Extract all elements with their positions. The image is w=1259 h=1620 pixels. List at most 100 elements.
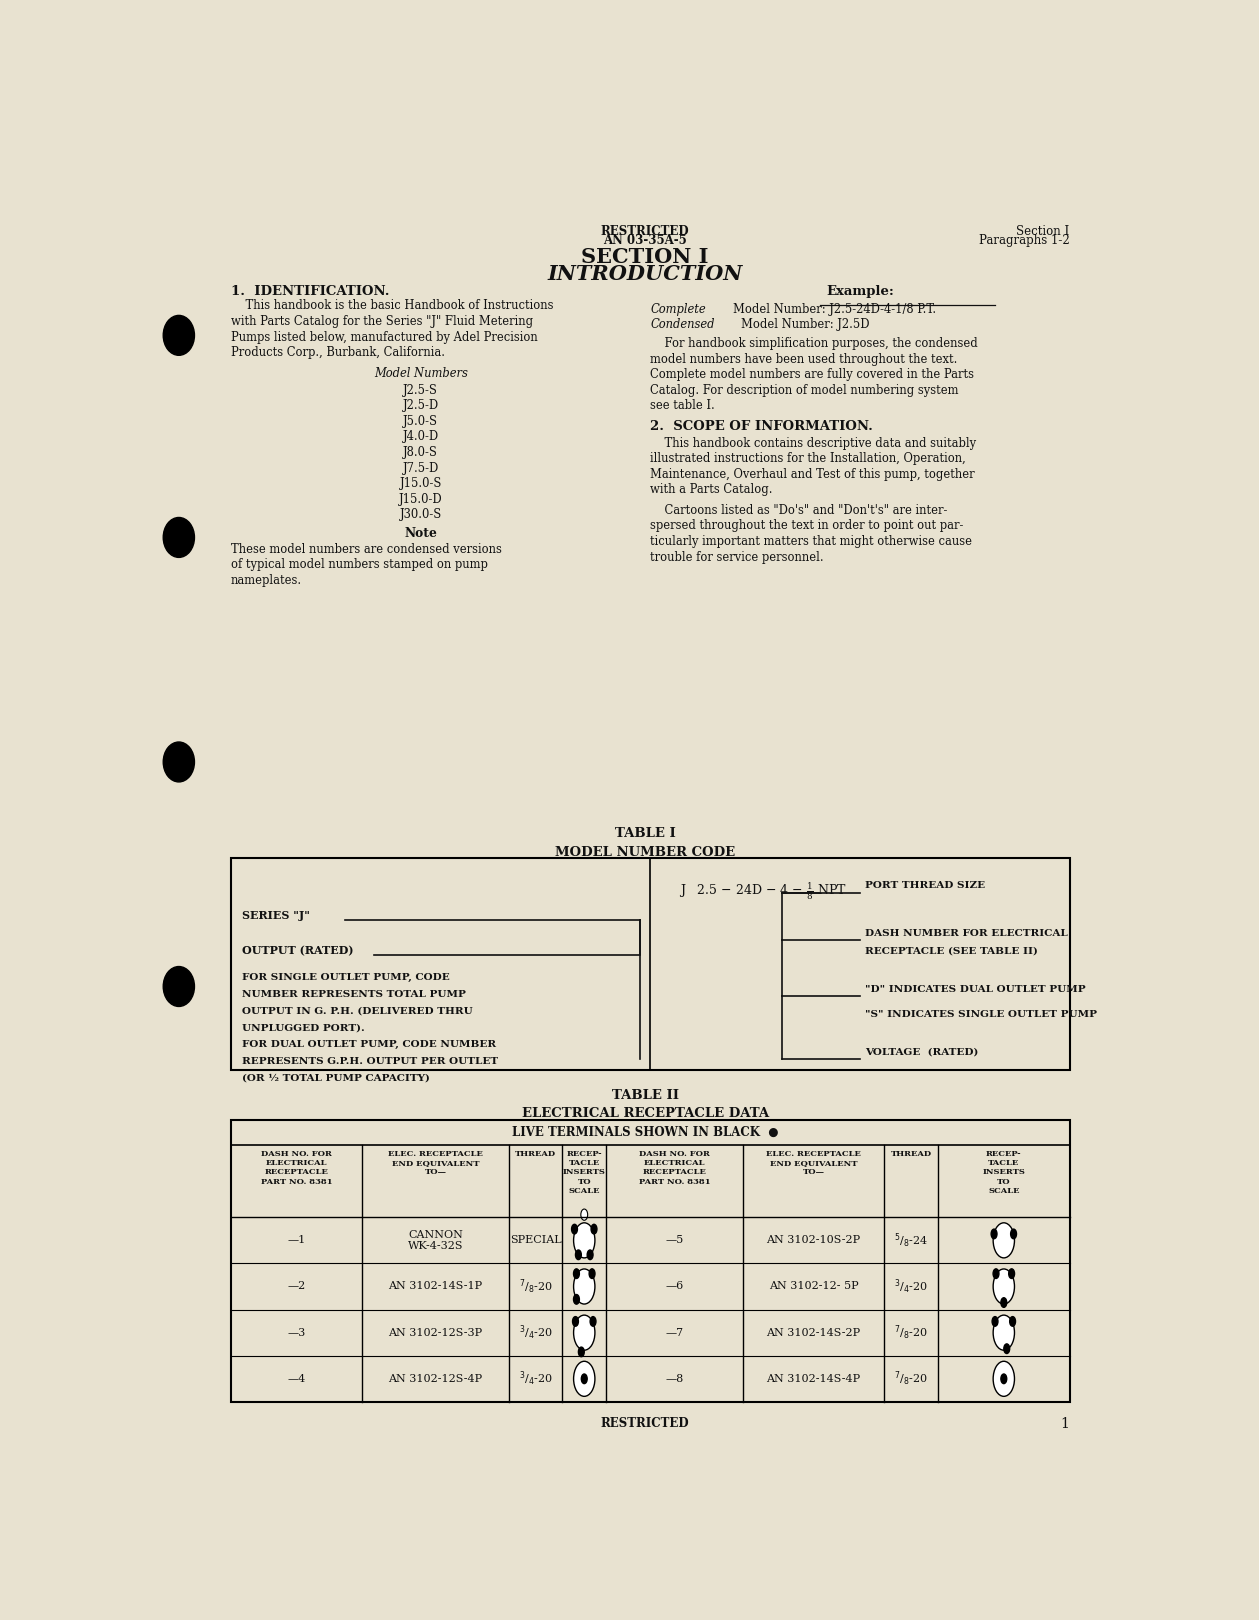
Text: LIVE TERMINALS SHOWN IN BLACK  ●: LIVE TERMINALS SHOWN IN BLACK ● — [512, 1126, 778, 1139]
Text: with Parts Catalog for the Series "J" Fluid Metering: with Parts Catalog for the Series "J" Fl… — [230, 314, 533, 329]
Ellipse shape — [1001, 1374, 1007, 1383]
Text: AN 3102-14S-1P: AN 3102-14S-1P — [388, 1281, 482, 1291]
Text: of typical model numbers stamped on pump: of typical model numbers stamped on pump — [230, 559, 487, 572]
Ellipse shape — [1011, 1230, 1016, 1239]
Ellipse shape — [993, 1315, 1015, 1349]
Text: J30.0-S: J30.0-S — [399, 509, 442, 522]
Text: FOR SINGLE OUTLET PUMP, CODE: FOR SINGLE OUTLET PUMP, CODE — [242, 972, 449, 982]
Text: Catalog. For description of model numbering system: Catalog. For description of model number… — [650, 384, 958, 397]
Circle shape — [164, 967, 194, 1006]
Ellipse shape — [1008, 1268, 1015, 1278]
Bar — [230, 859, 1070, 1071]
Text: DASH NUMBER FOR ELECTRICAL: DASH NUMBER FOR ELECTRICAL — [865, 928, 1068, 938]
Text: UNPLUGGED PORT).: UNPLUGGED PORT). — [242, 1024, 365, 1032]
Ellipse shape — [574, 1268, 596, 1304]
Text: AN 3102-12S-4P: AN 3102-12S-4P — [388, 1374, 482, 1383]
Ellipse shape — [574, 1315, 596, 1349]
Text: NUMBER REPRESENTS TOTAL PUMP: NUMBER REPRESENTS TOTAL PUMP — [242, 990, 466, 998]
Text: SERIES "J": SERIES "J" — [242, 910, 310, 922]
Text: RESTRICTED: RESTRICTED — [601, 1418, 690, 1430]
Text: AN 3102-14S-4P: AN 3102-14S-4P — [767, 1374, 861, 1383]
Text: AN 3102-12S-3P: AN 3102-12S-3P — [388, 1328, 482, 1338]
Ellipse shape — [993, 1223, 1015, 1257]
Circle shape — [164, 316, 194, 355]
Text: Maintenance, Overhaul and Test of this pump, together: Maintenance, Overhaul and Test of this p… — [650, 468, 974, 481]
Text: RECEP-
TACLE
INSERTS
TO
SCALE: RECEP- TACLE INSERTS TO SCALE — [982, 1150, 1025, 1194]
Text: AN 3102-14S-2P: AN 3102-14S-2P — [767, 1328, 861, 1338]
Text: J7.5-D: J7.5-D — [403, 462, 439, 475]
Text: "D" INDICATES DUAL OUTLET PUMP: "D" INDICATES DUAL OUTLET PUMP — [865, 985, 1085, 995]
Text: PORT THREAD SIZE: PORT THREAD SIZE — [865, 881, 985, 891]
Ellipse shape — [993, 1361, 1015, 1396]
Text: nameplates.: nameplates. — [230, 573, 302, 586]
Text: RESTRICTED: RESTRICTED — [601, 225, 690, 238]
Text: Model Number: J2.5-24D-4-1/8 P.T.: Model Number: J2.5-24D-4-1/8 P.T. — [733, 303, 937, 316]
Text: —2: —2 — [287, 1281, 306, 1291]
Text: Section I: Section I — [1016, 225, 1070, 238]
Ellipse shape — [1010, 1317, 1016, 1327]
Text: J8.0-S: J8.0-S — [403, 446, 438, 458]
Text: OUTPUT IN G. P.H. (DELIVERED THRU: OUTPUT IN G. P.H. (DELIVERED THRU — [242, 1006, 473, 1016]
Text: OUTPUT (RATED): OUTPUT (RATED) — [242, 946, 354, 956]
Text: Note: Note — [404, 526, 437, 539]
Text: —6: —6 — [666, 1281, 684, 1291]
Text: ticularly important matters that might otherwise cause: ticularly important matters that might o… — [650, 535, 972, 548]
Text: $^3/_4$-20: $^3/_4$-20 — [519, 1369, 553, 1388]
Ellipse shape — [991, 1230, 997, 1239]
Text: Cartoons listed as "Do's" and "Don't's" are inter-: Cartoons listed as "Do's" and "Don't's" … — [650, 504, 948, 517]
Text: CANNON
WK-4-32S: CANNON WK-4-32S — [408, 1230, 463, 1251]
Text: (OR ½ TOTAL PUMP CAPACITY): (OR ½ TOTAL PUMP CAPACITY) — [242, 1074, 431, 1082]
Text: $^3/_4$-20: $^3/_4$-20 — [894, 1277, 928, 1296]
Ellipse shape — [574, 1361, 596, 1396]
Text: Model Number: J2.5D: Model Number: J2.5D — [740, 318, 870, 330]
Ellipse shape — [572, 1225, 578, 1234]
Text: illustrated instructions for the Installation, Operation,: illustrated instructions for the Install… — [650, 452, 966, 465]
Text: ELEC. RECEPTACLE
END EQUIVALENT
TO—: ELEC. RECEPTACLE END EQUIVALENT TO— — [767, 1150, 861, 1176]
Text: For handbook simplification purposes, the condensed: For handbook simplification purposes, th… — [650, 337, 978, 350]
Text: This handbook contains descriptive data and suitably: This handbook contains descriptive data … — [650, 437, 976, 450]
Text: $^7/_8$-20: $^7/_8$-20 — [894, 1324, 928, 1341]
Text: $^5/_8$-24: $^5/_8$-24 — [894, 1231, 928, 1249]
Ellipse shape — [574, 1294, 579, 1304]
Text: J2.5-S: J2.5-S — [403, 384, 438, 397]
Text: —3: —3 — [287, 1328, 306, 1338]
Text: AN 3102-12- 5P: AN 3102-12- 5P — [769, 1281, 859, 1291]
Text: $^7/_8$-20: $^7/_8$-20 — [519, 1277, 553, 1296]
Text: J15.0-S: J15.0-S — [399, 478, 442, 491]
Text: spersed throughout the text in order to point out par-: spersed throughout the text in order to … — [650, 520, 963, 533]
Text: Pumps listed below, manufactured by Adel Precision: Pumps listed below, manufactured by Adel… — [230, 330, 538, 343]
Text: Example:: Example: — [826, 285, 894, 298]
Ellipse shape — [575, 1251, 582, 1260]
Circle shape — [164, 742, 194, 782]
Ellipse shape — [1003, 1345, 1010, 1354]
Text: —8: —8 — [666, 1374, 684, 1383]
Text: 2.  SCOPE OF INFORMATION.: 2. SCOPE OF INFORMATION. — [650, 420, 872, 433]
Text: ELECTRICAL RECEPTACLE DATA: ELECTRICAL RECEPTACLE DATA — [521, 1108, 769, 1121]
Ellipse shape — [582, 1374, 587, 1383]
Text: REPRESENTS G.P.H. OUTPUT PER OUTLET: REPRESENTS G.P.H. OUTPUT PER OUTLET — [242, 1056, 499, 1066]
Text: —4: —4 — [287, 1374, 306, 1383]
Text: 1: 1 — [1061, 1418, 1070, 1430]
Text: AN 03-35A-5: AN 03-35A-5 — [603, 233, 687, 246]
Text: J   2.5 $-$ 24D $-$ 4 $-$ $\mathregular{\frac{1}{8}}$ NPT: J 2.5 $-$ 24D $-$ 4 $-$ $\mathregular{\f… — [680, 881, 847, 902]
Text: J15.0-D: J15.0-D — [399, 492, 443, 505]
Text: Model Numbers: Model Numbers — [374, 366, 468, 379]
Text: MODEL NUMBER CODE: MODEL NUMBER CODE — [555, 846, 735, 859]
Text: TABLE I: TABLE I — [614, 826, 676, 839]
Text: Paragraphs 1-2: Paragraphs 1-2 — [980, 233, 1070, 246]
Text: Complete: Complete — [650, 303, 706, 316]
Text: see table I.: see table I. — [650, 399, 715, 411]
Bar — [230, 1119, 1070, 1401]
Text: ELEC. RECEPTACLE
END EQUIVALENT
TO—: ELEC. RECEPTACLE END EQUIVALENT TO— — [388, 1150, 483, 1176]
Ellipse shape — [574, 1268, 579, 1278]
Text: $^3/_4$-20: $^3/_4$-20 — [519, 1324, 553, 1341]
Ellipse shape — [589, 1268, 596, 1278]
Text: J2.5-D: J2.5-D — [403, 399, 439, 411]
Text: Products Corp., Burbank, California.: Products Corp., Burbank, California. — [230, 347, 444, 360]
Text: RECEPTACLE (SEE TABLE II): RECEPTACLE (SEE TABLE II) — [865, 946, 1037, 956]
Ellipse shape — [992, 1317, 998, 1327]
Text: FOR DUAL OUTLET PUMP, CODE NUMBER: FOR DUAL OUTLET PUMP, CODE NUMBER — [242, 1040, 496, 1050]
Ellipse shape — [993, 1268, 1015, 1304]
Ellipse shape — [580, 1209, 588, 1220]
Text: These model numbers are condensed versions: These model numbers are condensed versio… — [230, 543, 501, 556]
